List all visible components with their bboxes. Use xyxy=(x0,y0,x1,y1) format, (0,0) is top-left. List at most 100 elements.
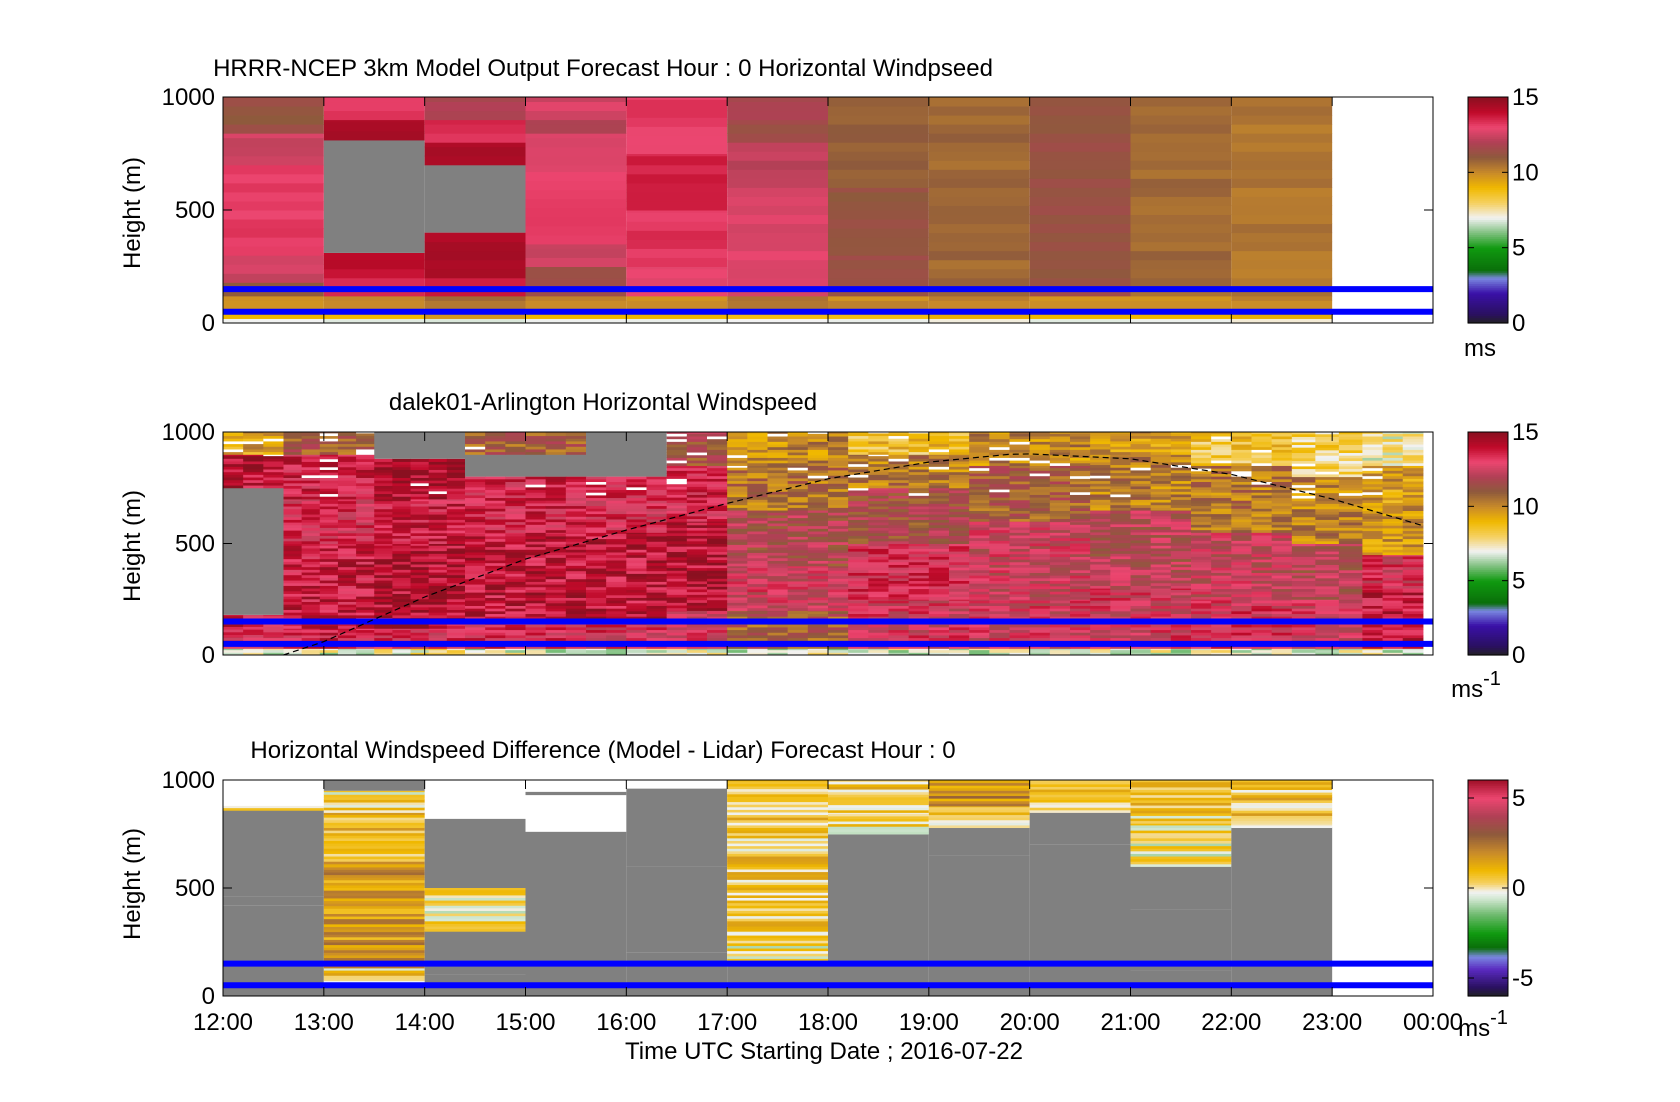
heatmap-cell xyxy=(928,530,950,534)
heatmap-cell xyxy=(787,469,809,474)
heatmap-cell xyxy=(424,142,526,148)
heatmap-cell xyxy=(747,567,768,571)
heatmap-cell xyxy=(868,522,889,526)
heatmap-cell xyxy=(1150,480,1172,484)
heatmap-cell xyxy=(606,486,627,491)
heatmap-cell xyxy=(787,613,809,617)
y-axis-label: Height (m) xyxy=(119,490,146,602)
heatmap-cell xyxy=(868,567,889,571)
heatmap-cell xyxy=(646,573,668,577)
heatmap-cell xyxy=(1291,498,1316,502)
heatmap-cell xyxy=(1170,491,1192,495)
heatmap-cell xyxy=(727,616,748,620)
heatmap-cell xyxy=(747,578,768,582)
heatmap-cell xyxy=(828,433,849,437)
colorbar-swatch xyxy=(1468,168,1508,172)
heatmap-cell xyxy=(263,626,284,630)
heatmap-cell xyxy=(908,599,930,601)
colorbar-swatch xyxy=(1468,251,1508,254)
heatmap-cell xyxy=(446,461,466,465)
heatmap-cell xyxy=(337,435,357,439)
heatmap-cell xyxy=(969,629,990,633)
heatmap-cell xyxy=(525,634,547,639)
heatmap-cell xyxy=(223,440,244,445)
heatmap-cell xyxy=(319,440,339,445)
heatmap-cell xyxy=(485,448,506,453)
heatmap-cell xyxy=(767,432,789,434)
heatmap-cell xyxy=(666,446,688,450)
heatmap-cell xyxy=(1231,277,1333,288)
heatmap-cell xyxy=(1251,529,1273,533)
heatmap-cell xyxy=(1231,567,1252,571)
heatmap-cell xyxy=(565,513,587,517)
heatmap-cell xyxy=(888,463,910,467)
heatmap-cell xyxy=(283,503,303,507)
heatmap-cell xyxy=(446,466,466,470)
heatmap-cell xyxy=(301,519,321,523)
heatmap-cell xyxy=(868,613,889,617)
colorbar-swatch xyxy=(1468,230,1508,234)
heatmap-cell xyxy=(868,569,889,573)
heatmap-cell xyxy=(465,451,486,455)
heatmap-cell xyxy=(1191,608,1212,612)
heatmap-cell xyxy=(1211,626,1232,631)
heatmap-cell xyxy=(707,543,728,547)
heatmap-cell xyxy=(392,645,412,649)
heatmap-cell xyxy=(747,583,768,587)
heatmap-cell xyxy=(565,538,587,542)
heatmap-cell xyxy=(1110,502,1131,506)
heatmap-cell xyxy=(356,609,375,613)
heatmap-cell xyxy=(1251,613,1273,617)
heatmap-cell xyxy=(1251,553,1273,557)
heatmap-cell xyxy=(989,518,1010,522)
heatmap-cell xyxy=(410,514,430,518)
heatmap-cell xyxy=(949,506,970,510)
heatmap-cell xyxy=(1090,534,1111,538)
heatmap-cell xyxy=(1338,583,1363,587)
heatmap-cell xyxy=(323,252,425,261)
heatmap-cell xyxy=(223,164,324,175)
colorbar-swatch xyxy=(1468,309,1508,313)
heatmap-cell xyxy=(1271,626,1293,631)
heatmap-cell xyxy=(410,588,430,592)
heatmap-cell xyxy=(707,594,728,598)
heatmap-cell xyxy=(243,443,264,447)
heatmap-cell xyxy=(686,648,708,651)
heatmap-cell xyxy=(767,629,789,633)
heatmap-cell xyxy=(1150,652,1172,656)
heatmap-cell xyxy=(707,470,728,474)
heatmap-cell xyxy=(727,433,748,437)
heatmap-cell xyxy=(392,535,412,539)
heatmap-cell xyxy=(446,488,466,492)
heatmap-cell xyxy=(868,551,889,555)
heatmap-cell xyxy=(392,466,412,470)
heatmap-cell xyxy=(1090,626,1111,631)
heatmap-cell xyxy=(1271,624,1293,628)
heatmap-cell xyxy=(319,493,339,497)
heatmap-cell xyxy=(565,600,587,604)
colorbar-swatch xyxy=(1468,300,1508,303)
heatmap-cell xyxy=(485,513,506,517)
heatmap-cell xyxy=(1291,624,1316,628)
heatmap-cell xyxy=(1130,472,1152,476)
heatmap-cell xyxy=(410,596,430,600)
colorbar-swatch xyxy=(1468,228,1508,232)
heatmap-cell xyxy=(1130,454,1152,458)
heatmap-cell xyxy=(465,521,486,525)
heatmap-cell xyxy=(465,513,486,517)
heatmap-cell xyxy=(485,486,506,491)
heatmap-cell xyxy=(1029,535,1051,539)
heatmap-cell xyxy=(707,473,728,477)
heatmap-cell xyxy=(727,514,748,519)
heatmap-cell xyxy=(787,637,809,641)
heatmap-cell xyxy=(868,553,889,557)
heatmap-cell xyxy=(686,441,708,445)
heatmap-cell xyxy=(747,452,768,456)
heatmap-cell xyxy=(767,514,789,519)
heatmap-cell xyxy=(686,629,708,633)
heatmap-cell xyxy=(565,605,587,609)
heatmap-cell xyxy=(1150,624,1172,628)
heatmap-cell xyxy=(949,556,970,560)
colorbar-swatch xyxy=(1468,242,1508,245)
heatmap-cell xyxy=(1291,580,1316,584)
